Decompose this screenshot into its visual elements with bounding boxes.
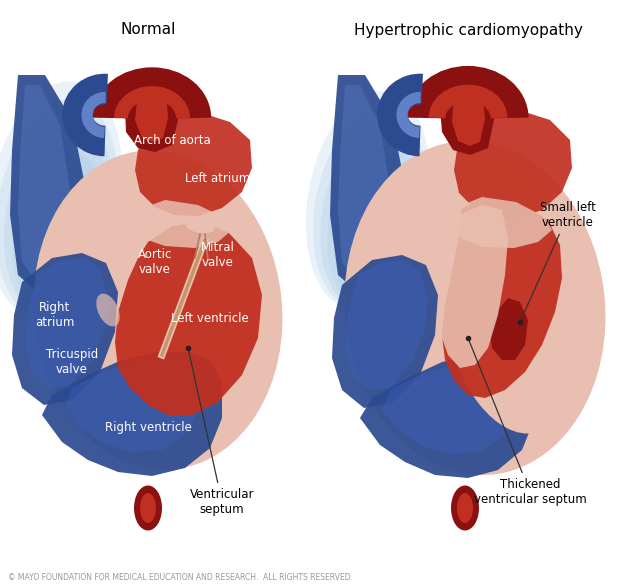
Polygon shape [330,75,405,290]
Ellipse shape [142,220,168,236]
Ellipse shape [96,294,119,326]
Polygon shape [12,253,118,405]
Ellipse shape [457,493,473,523]
Text: Small left
ventricle: Small left ventricle [521,201,596,319]
Polygon shape [42,352,222,476]
Ellipse shape [306,91,430,309]
Text: Hypertrophic cardiomyopathy: Hypertrophic cardiomyopathy [353,22,583,38]
Polygon shape [65,358,200,452]
Polygon shape [135,114,252,216]
Polygon shape [332,255,438,408]
Ellipse shape [33,151,283,469]
Text: Left ventricle: Left ventricle [171,312,249,325]
Polygon shape [25,258,108,388]
Polygon shape [125,82,178,152]
Ellipse shape [327,142,421,306]
Polygon shape [338,85,390,276]
Polygon shape [450,197,552,248]
Ellipse shape [12,135,110,313]
Ellipse shape [344,141,605,475]
Ellipse shape [451,485,479,530]
Text: © MAYO FOUNDATION FOR MEDICAL EDUCATION AND RESEARCH.  ALL RIGHTS RESERVED.: © MAYO FOUNDATION FOR MEDICAL EDUCATION … [8,574,353,582]
Polygon shape [135,86,168,142]
Text: Mitral
valve: Mitral valve [201,241,235,269]
Text: Arch of aorta: Arch of aorta [133,134,210,146]
Text: Ventricular
septum: Ventricular septum [188,350,254,516]
Ellipse shape [140,493,156,523]
Text: Left atrium: Left atrium [185,172,251,185]
Polygon shape [360,355,535,478]
Text: Tricuspid
valve: Tricuspid valve [46,348,98,376]
Ellipse shape [0,99,118,317]
Ellipse shape [134,485,162,530]
Polygon shape [132,200,232,248]
Ellipse shape [439,176,585,434]
Polygon shape [10,75,85,290]
Ellipse shape [334,159,417,305]
Ellipse shape [20,153,106,311]
Ellipse shape [320,125,424,307]
Polygon shape [115,222,262,415]
Text: Right
atrium: Right atrium [35,301,75,329]
Ellipse shape [313,108,427,308]
Text: Thickened
ventricular septum: Thickened ventricular septum [469,340,586,506]
Ellipse shape [0,81,123,319]
Polygon shape [440,205,508,368]
Ellipse shape [28,171,102,309]
Ellipse shape [4,117,114,315]
Text: Right ventricle: Right ventricle [104,421,191,434]
Polygon shape [442,198,562,398]
Polygon shape [440,82,494,155]
Text: Normal: Normal [120,22,176,38]
Polygon shape [18,85,70,276]
Polygon shape [382,360,516,454]
Polygon shape [490,298,528,360]
Polygon shape [452,86,485,146]
Text: Aortic
valve: Aortic valve [138,248,172,276]
Polygon shape [454,112,572,218]
Ellipse shape [185,219,215,233]
Ellipse shape [342,176,414,304]
Polygon shape [345,260,428,390]
